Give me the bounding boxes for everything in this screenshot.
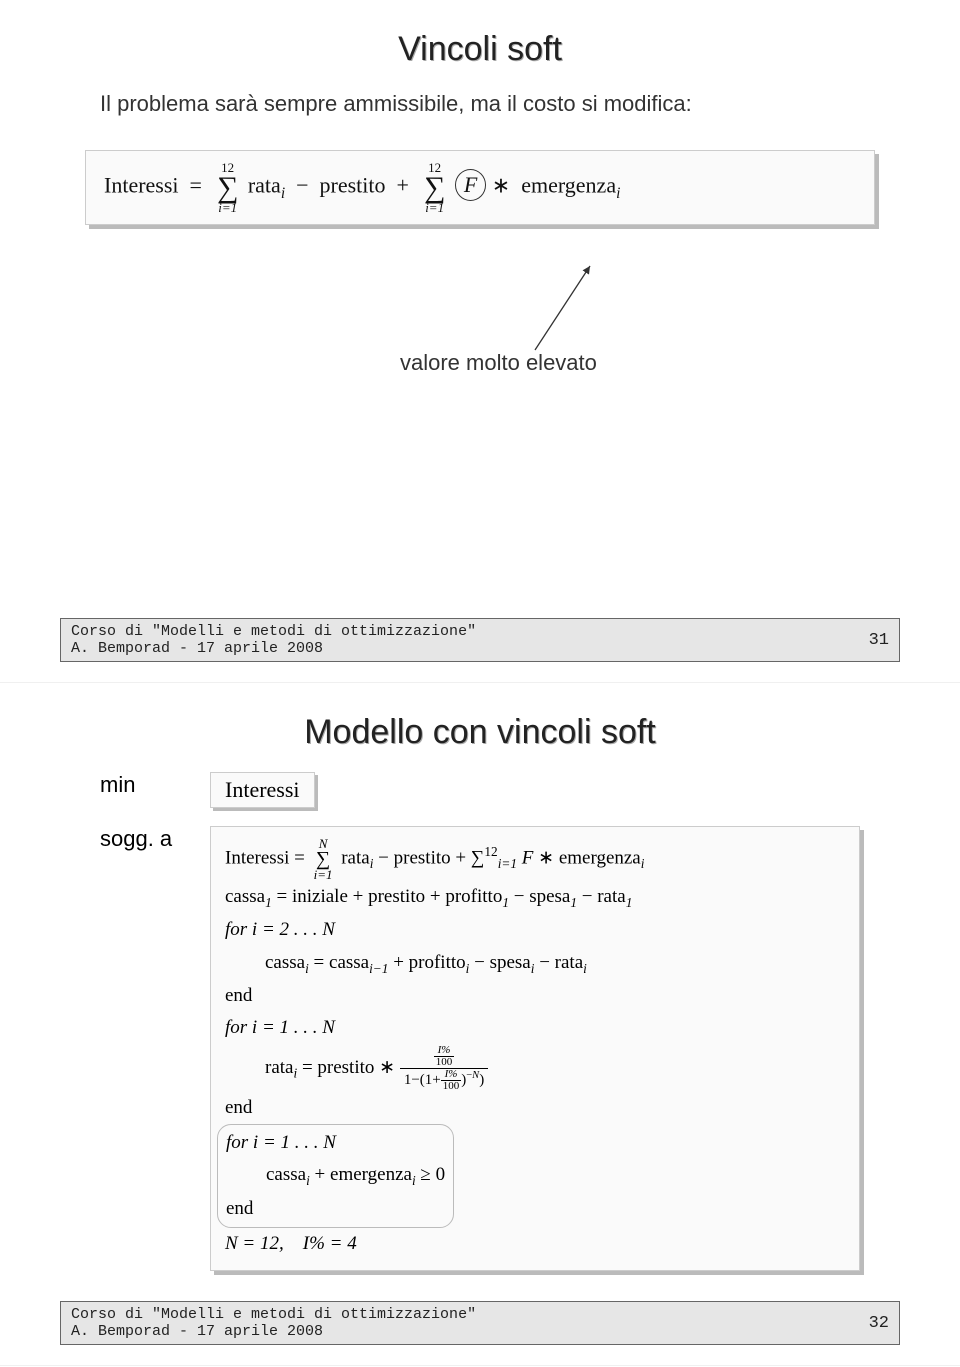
slide-32: Modello con vincoli soft min Interessi s… [0, 683, 960, 1366]
row-min: min Interessi [100, 772, 860, 808]
for-loop-2N: for i = 2 . . . N [225, 914, 845, 946]
sum-2: 12 ∑ i=1 [424, 161, 445, 214]
constraints-box: Interessi = N ∑ i=1 ratai − prestito + ∑… [210, 826, 860, 1271]
sum-1: 12 ∑ i=1 [217, 161, 238, 214]
constraint-cassai: cassai = cassai−1 + profittoi − spesai −… [225, 947, 845, 980]
page-number: 32 [869, 1314, 889, 1333]
page-number: 31 [869, 631, 889, 650]
term-emergenza: emergenza [521, 172, 616, 197]
label-sogg: sogg. a [100, 826, 210, 852]
end-3: end [226, 1193, 445, 1225]
term-rata: rata [248, 172, 281, 197]
annotation-valore: valore molto elevato [400, 350, 597, 376]
formula-interessi: Interessi = 12 ∑ i=1 ratai − prestito + … [85, 150, 875, 225]
arrow-icon [485, 260, 605, 360]
intro-text: Il problema sarà sempre ammissibile, ma … [100, 89, 860, 120]
constraint-soft: cassai + emergenzai ≥ 0 [226, 1159, 445, 1192]
objective-box: Interessi [210, 772, 315, 808]
for-loop-1N-rata: for i = 1 . . . N [225, 1012, 845, 1044]
slide-footer: Corso di "Modelli e metodi di ottimizzaz… [60, 1301, 900, 1345]
footer-course: Corso di "Modelli e metodi di ottimizzaz… [71, 1306, 476, 1323]
slide-footer: Corso di "Modelli e metodi di ottimizzaz… [60, 618, 900, 662]
for-loop-1N-soft: for i = 1 . . . N [226, 1127, 445, 1159]
slide-31: Vincoli soft Il problema sarà sempre amm… [0, 0, 960, 683]
term-prestito: prestito [320, 172, 386, 197]
circled-F: F [455, 169, 486, 201]
label-min: min [100, 772, 210, 798]
constraint-interessi: Interessi = N ∑ i=1 ratai − prestito + ∑… [225, 837, 845, 881]
final-params: N = 12, I% = 4 [225, 1228, 845, 1260]
slide-title: Vincoli soft [40, 30, 920, 69]
soft-constraint-block: for i = 1 . . . N cassai + emergenzai ≥ … [217, 1124, 454, 1228]
constraint-ratai: ratai = prestito ∗ I% 100 1−(1+I%100)−N) [225, 1045, 845, 1092]
end-2: end [225, 1092, 845, 1124]
footer-author: A. Bemporad - 17 aprile 2008 [71, 640, 476, 657]
end-1: end [225, 980, 845, 1012]
slide-title: Modello con vincoli soft [40, 713, 920, 752]
lhs: Interessi [104, 172, 179, 197]
row-subject-to: sogg. a Interessi = N ∑ i=1 ratai − pres… [100, 826, 860, 1271]
footer-course: Corso di "Modelli e metodi di ottimizzaz… [71, 623, 476, 640]
constraint-cassa1: cassa1 = iniziale + prestito + profitto1… [225, 881, 845, 914]
footer-author: A. Bemporad - 17 aprile 2008 [71, 1323, 476, 1340]
